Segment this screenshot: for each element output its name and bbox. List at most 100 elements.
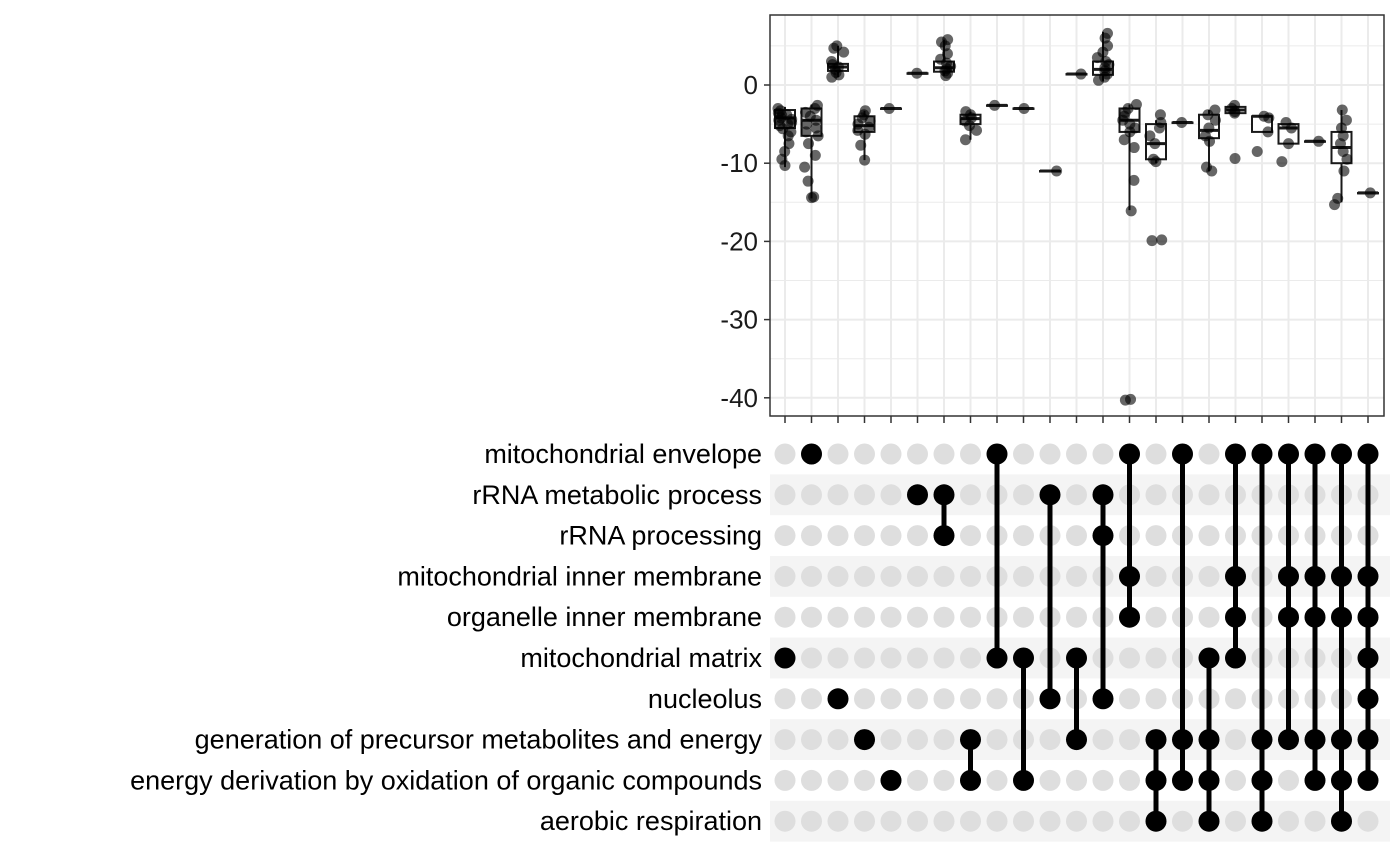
set-label: mitochondrial inner membrane — [397, 561, 762, 591]
matrix-dot-inactive — [907, 565, 928, 587]
data-point — [1118, 134, 1130, 146]
matrix-dot-inactive — [933, 688, 955, 710]
data-point — [1338, 165, 1350, 177]
matrix-dot-inactive — [801, 647, 822, 669]
data-point — [1251, 145, 1263, 157]
matrix-dot-active — [933, 525, 955, 547]
data-point — [1283, 138, 1295, 150]
matrix-dot-active — [1172, 443, 1193, 465]
matrix-dot-inactive — [1066, 606, 1087, 628]
matrix-dot-active — [1304, 769, 1326, 791]
matrix-dot-inactive — [827, 729, 849, 751]
matrix-dot-inactive — [854, 443, 875, 465]
matrix-dot-active — [1251, 443, 1273, 465]
matrix-dot-active — [986, 443, 1008, 465]
y-tick-label: -10 — [720, 148, 758, 178]
data-point — [1262, 126, 1274, 138]
matrix-dot-inactive — [774, 484, 796, 506]
matrix-dot-active — [801, 443, 822, 465]
data-point — [1119, 394, 1131, 406]
matrix-dot-inactive — [774, 729, 796, 751]
matrix-dot-inactive — [801, 769, 822, 791]
data-point — [855, 139, 867, 151]
matrix-dot-active — [1092, 688, 1114, 710]
data-point — [802, 138, 814, 150]
matrix-dot-inactive — [1119, 810, 1140, 832]
data-point — [1153, 122, 1165, 134]
matrix-dot-inactive — [827, 606, 849, 628]
set-label: aerobic respiration — [540, 806, 762, 836]
data-point — [809, 149, 821, 161]
matrix-dot-active — [1357, 688, 1379, 710]
data-point — [1206, 165, 1218, 177]
matrix-dot-inactive — [907, 525, 928, 547]
matrix-dot-inactive — [801, 565, 822, 587]
data-point — [859, 154, 871, 166]
matrix-dot-inactive — [854, 769, 875, 791]
matrix-dot-inactive — [854, 606, 875, 628]
matrix-dot-inactive — [907, 606, 928, 628]
matrix-dot-inactive — [1013, 443, 1034, 465]
matrix-dot-active — [1039, 688, 1061, 710]
matrix-dot-inactive — [880, 484, 902, 506]
matrix-dot-inactive — [774, 769, 796, 791]
matrix-dot-active — [1225, 647, 1246, 669]
matrix-dot-inactive — [986, 688, 1008, 710]
matrix-dot-inactive — [933, 729, 955, 751]
data-point — [1209, 114, 1221, 126]
matrix-dot-inactive — [933, 443, 955, 465]
matrix-dot-active — [1304, 729, 1326, 751]
matrix-dot-inactive — [960, 565, 981, 587]
matrix-dot-inactive — [1119, 688, 1140, 710]
matrix-dot-inactive — [960, 484, 981, 506]
matrix-dot-inactive — [1225, 688, 1246, 710]
matrix-dot-active — [1357, 565, 1379, 587]
matrix-dot-inactive — [1145, 443, 1167, 465]
matrix-dot-active — [1172, 729, 1193, 751]
matrix-dot-active — [1278, 729, 1299, 751]
matrix-dot-active — [1304, 606, 1326, 628]
matrix-dot-active — [1304, 443, 1326, 465]
data-point — [1051, 165, 1063, 177]
y-tick-label: -20 — [720, 226, 758, 256]
data-point — [1204, 135, 1216, 147]
matrix-dot-inactive — [880, 688, 902, 710]
matrix-dot-active — [986, 647, 1008, 669]
data-point — [1229, 153, 1241, 165]
matrix-dot-active — [1145, 769, 1167, 791]
matrix-dot-inactive — [933, 565, 955, 587]
matrix-dot-inactive — [774, 606, 796, 628]
matrix-dot-inactive — [827, 810, 849, 832]
matrix-dot-inactive — [774, 525, 796, 547]
matrix-dot-active — [1119, 606, 1140, 628]
matrix-dot-inactive — [1145, 647, 1167, 669]
matrix-dot-inactive — [907, 443, 928, 465]
matrix-dot-active — [1198, 647, 1220, 669]
data-point — [942, 34, 954, 46]
matrix-dot-inactive — [1092, 810, 1114, 832]
matrix-dot-inactive — [880, 525, 902, 547]
matrix-dot-active — [880, 769, 902, 791]
matrix-dot-inactive — [1013, 484, 1034, 506]
matrix-dot-inactive — [1066, 810, 1087, 832]
matrix-dot-active — [1357, 606, 1379, 628]
data-point — [800, 126, 812, 138]
matrix-dot-inactive — [854, 688, 875, 710]
matrix-dot-inactive — [986, 769, 1008, 791]
set-label: organelle inner membrane — [447, 602, 762, 632]
data-point — [812, 130, 824, 142]
matrix-dot-inactive — [774, 565, 796, 587]
matrix-dot-inactive — [880, 729, 902, 751]
data-point — [1124, 126, 1136, 138]
matrix-dot-inactive — [827, 647, 849, 669]
matrix-dot-inactive — [774, 810, 796, 832]
matrix-dot-active — [1145, 810, 1167, 832]
matrix-dot-inactive — [907, 769, 928, 791]
matrix-dot-inactive — [854, 525, 875, 547]
matrix-dot-inactive — [907, 810, 928, 832]
data-point — [779, 160, 791, 172]
matrix-dot-active — [774, 647, 796, 669]
data-point — [810, 114, 822, 126]
matrix-dot-inactive — [1039, 769, 1061, 791]
set-label: rRNA metabolic process — [472, 480, 762, 510]
